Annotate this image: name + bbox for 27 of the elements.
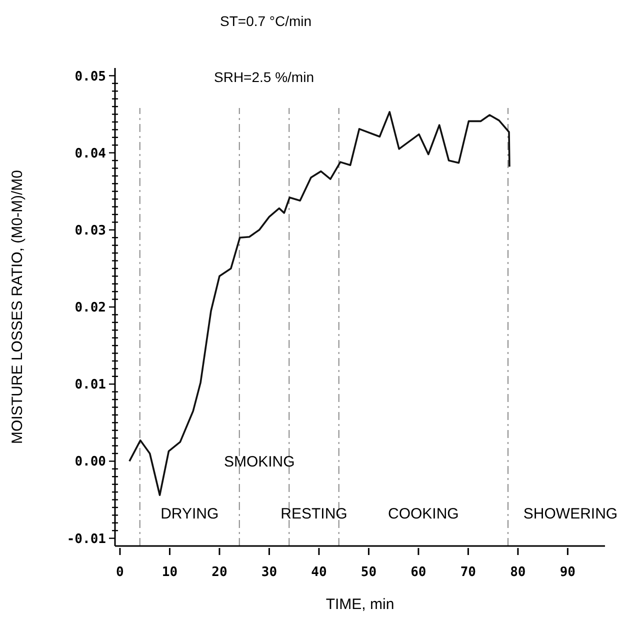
x-tick-label: 60	[410, 565, 426, 580]
y-tick-label: 0.04	[74, 146, 106, 162]
x-tick-label: 10	[162, 565, 178, 580]
x-tick-label: 90	[560, 565, 576, 580]
x-tick-label: 80	[510, 565, 526, 580]
x-tick-label: 20	[212, 565, 228, 580]
y-axis-title: MOISTURE LOSSES RATIO, (M0-M)/M0	[9, 170, 26, 444]
y-tick-label: 0.05	[74, 69, 106, 84]
annotation: COOKING	[388, 505, 459, 522]
annotation: RESTING	[280, 505, 348, 522]
text: ST=0.7 °C/min	[220, 13, 312, 29]
x-tick-label: 50	[360, 565, 377, 580]
x-tick-label: 30	[261, 565, 278, 580]
x-tick-label: 70	[460, 565, 476, 580]
y-tick-label: 0.03	[74, 223, 106, 238]
y-tick-label: 0.01	[74, 378, 106, 393]
annotation: DRYING	[160, 505, 219, 522]
line-series	[128, 111, 510, 496]
annotation: SRH=2.5 %/min	[214, 69, 314, 85]
x-axis-title: TIME, min	[326, 596, 394, 613]
annotation: SHOWERING	[523, 505, 618, 522]
y-tick-label: -0.01	[66, 532, 106, 547]
x-tick-label: 40	[311, 565, 327, 580]
y-tick-label: 0.02	[74, 300, 106, 316]
annotation: SMOKING	[224, 453, 295, 470]
x-tick-label: 0	[116, 565, 124, 580]
y-tick-label: 0.00	[74, 454, 106, 470]
